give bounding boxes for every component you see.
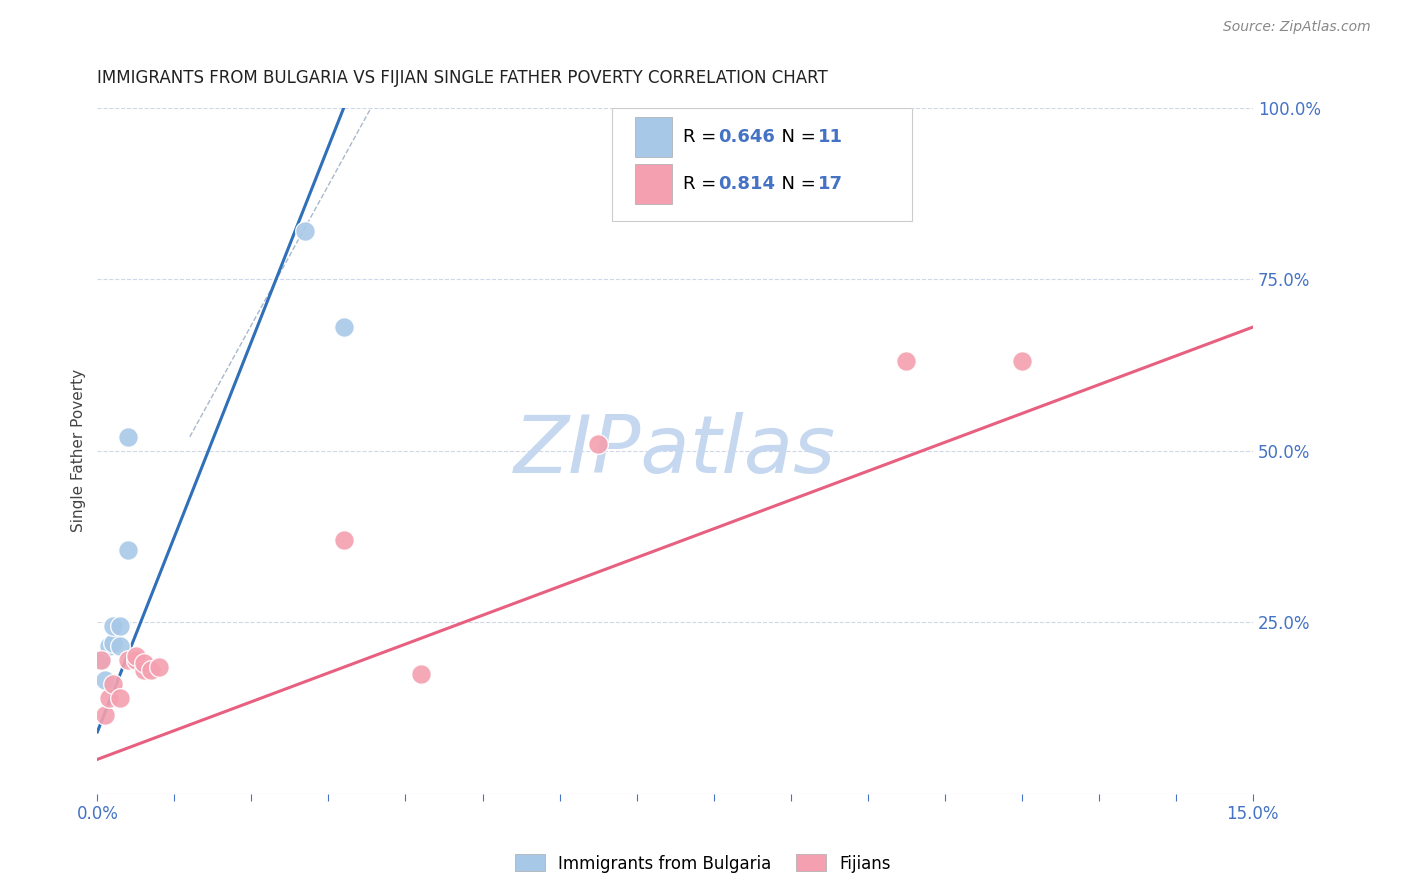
Point (117, 653, 139, 667)
Point (333, 320, 356, 334)
Point (110, 639, 132, 653)
Point (586, 436, 609, 450)
Point (141, 663, 163, 677)
Point (101, 618, 124, 632)
Text: N =: N = (770, 175, 821, 193)
Text: ZIPatlas: ZIPatlas (515, 411, 837, 490)
Point (110, 690, 132, 705)
FancyBboxPatch shape (634, 117, 672, 157)
Point (90, 653, 112, 667)
Point (1011, 354, 1033, 368)
Point (125, 649, 148, 664)
Text: 11: 11 (818, 128, 844, 146)
Point (117, 543, 139, 558)
Point (125, 653, 148, 667)
FancyBboxPatch shape (634, 164, 672, 204)
Point (97, 639, 120, 653)
Text: R =: R = (683, 128, 723, 146)
Text: Source: ZipAtlas.com: Source: ZipAtlas.com (1223, 20, 1371, 34)
Point (148, 659, 170, 673)
Y-axis label: Single Father Poverty: Single Father Poverty (72, 369, 86, 533)
Point (132, 663, 155, 677)
Text: N =: N = (770, 128, 821, 146)
FancyBboxPatch shape (612, 108, 912, 220)
Text: 17: 17 (818, 175, 844, 193)
Point (101, 636, 124, 650)
Text: R =: R = (683, 175, 723, 193)
Text: 0.646: 0.646 (718, 128, 775, 146)
Point (94, 673, 117, 688)
Text: 0.814: 0.814 (718, 175, 775, 193)
Legend: Immigrants from Bulgaria, Fijians: Immigrants from Bulgaria, Fijians (508, 847, 898, 880)
Point (333, 533, 356, 547)
Point (409, 666, 432, 681)
Point (117, 430, 139, 444)
Text: IMMIGRANTS FROM BULGARIA VS FIJIAN SINGLE FATHER POVERTY CORRELATION CHART: IMMIGRANTS FROM BULGARIA VS FIJIAN SINGL… (97, 69, 828, 87)
Point (132, 657, 155, 671)
Point (101, 677, 124, 691)
Point (896, 354, 918, 368)
Point (97, 690, 120, 705)
Point (90, 653, 112, 667)
Point (110, 618, 132, 632)
Point (94, 707, 117, 722)
Point (294, 224, 316, 238)
